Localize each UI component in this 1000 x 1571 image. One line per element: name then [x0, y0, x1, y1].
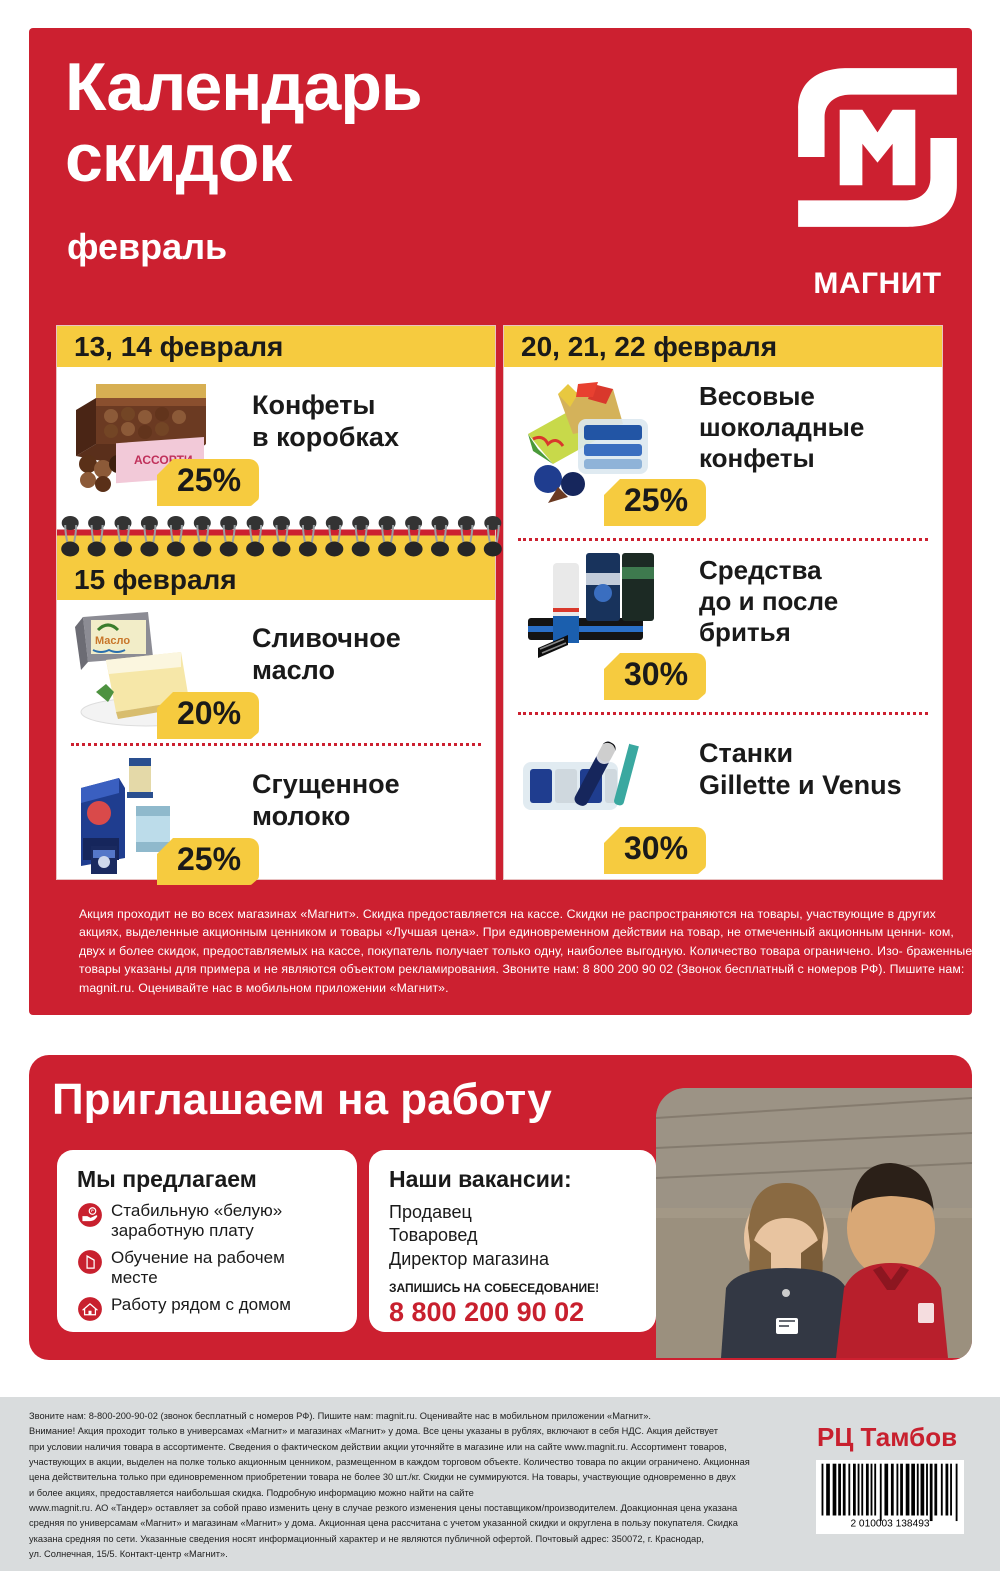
svg-text:2 010003 138493: 2 010003 138493 [850, 1519, 929, 1530]
svg-text:Масло: Масло [95, 635, 130, 647]
svg-text:P: P [91, 1208, 94, 1213]
